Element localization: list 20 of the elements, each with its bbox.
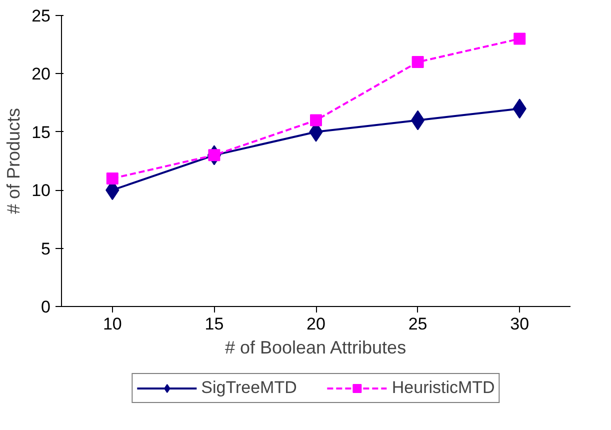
point <box>514 32 526 45</box>
y-tick-label: 10 <box>32 181 51 200</box>
x-axis-title: # of Boolean Attributes <box>224 338 406 358</box>
y-tick-label: 15 <box>32 122 51 142</box>
y-tick-label: 25 <box>32 6 51 26</box>
x-tick-label: 25 <box>408 314 428 334</box>
legend-label: HeuristicMTD <box>392 378 495 398</box>
x-tick-label: 10 <box>102 314 122 334</box>
point <box>412 56 424 68</box>
point <box>106 172 118 184</box>
point <box>410 110 425 130</box>
y-tick-label: 5 <box>41 239 51 258</box>
y-axis-title: # of Products <box>4 108 24 214</box>
x-tick-label: 15 <box>204 314 224 334</box>
x-tick-label: 30 <box>510 314 530 334</box>
x-tick-label: 20 <box>306 314 326 334</box>
y-tick-label: 0 <box>41 298 51 316</box>
point <box>310 114 322 126</box>
y-tick-label: 20 <box>32 64 51 84</box>
legend-label: SigTreeMTD <box>201 378 297 398</box>
